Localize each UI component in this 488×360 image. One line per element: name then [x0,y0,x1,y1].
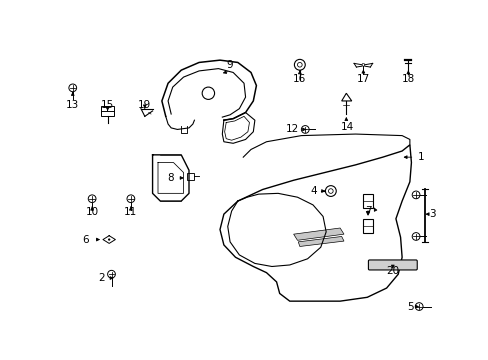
Text: 4: 4 [309,186,316,196]
Text: 7: 7 [364,206,371,216]
Bar [363,219,372,233]
Text: 2: 2 [99,273,105,283]
Circle shape [108,238,110,241]
Text: 3: 3 [428,209,435,219]
Polygon shape [298,237,343,247]
Text: 5: 5 [407,302,413,311]
Text: 13: 13 [66,100,79,110]
Text: 14: 14 [341,122,354,132]
Polygon shape [220,145,410,301]
Text: 20: 20 [386,266,399,276]
Text: 10: 10 [85,207,99,217]
Polygon shape [293,228,343,240]
Bar [186,172,194,180]
Text: 11: 11 [124,207,137,217]
Bar [101,106,114,116]
Text: 12: 12 [285,125,299,134]
Text: 17: 17 [356,74,369,84]
Text: 15: 15 [101,100,114,110]
Polygon shape [341,93,351,101]
Text: 6: 6 [82,235,89,244]
Bar [363,194,372,208]
FancyBboxPatch shape [367,260,416,270]
Text: 1: 1 [417,152,424,162]
Text: 16: 16 [293,74,306,84]
Text: 9: 9 [226,60,233,70]
Text: 19: 19 [138,100,151,110]
Circle shape [361,63,364,66]
Text: 8: 8 [166,173,173,183]
Text: 18: 18 [401,74,414,84]
